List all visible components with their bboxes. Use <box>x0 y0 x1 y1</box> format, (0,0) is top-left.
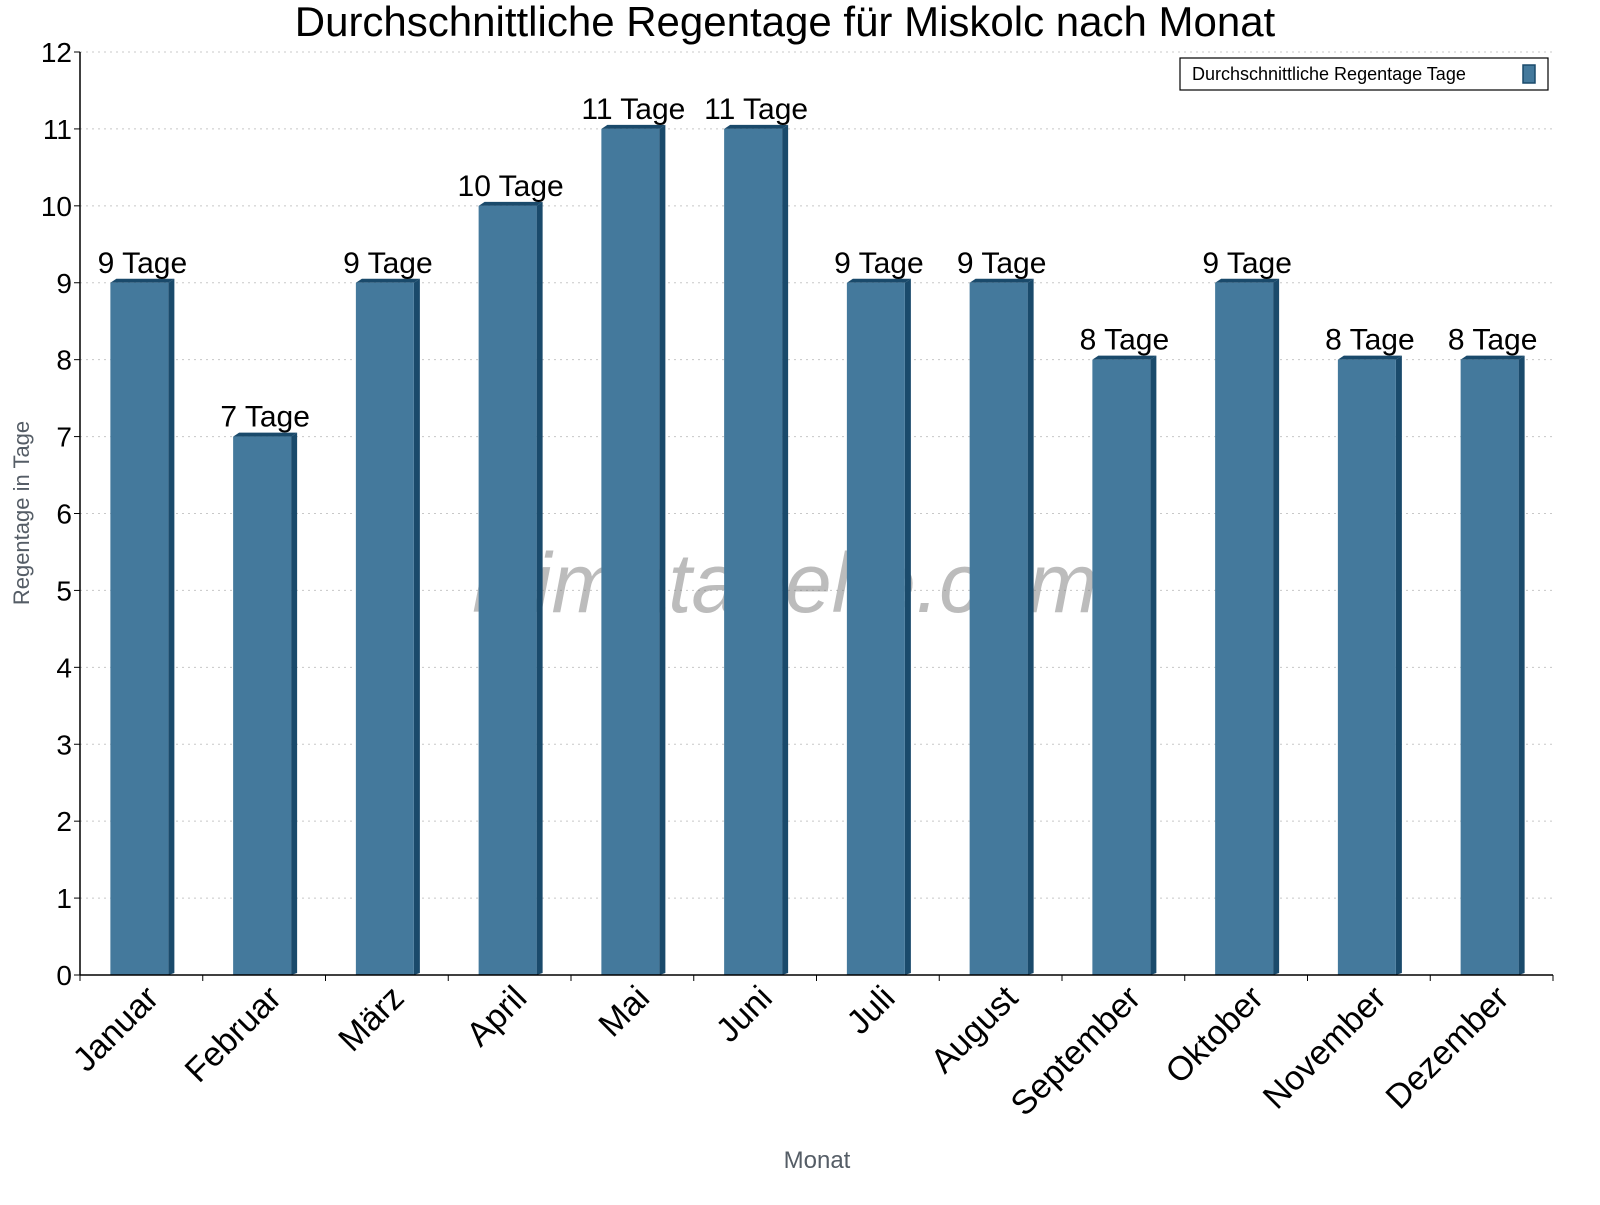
y-tick-label: 4 <box>56 652 72 683</box>
bar-top <box>478 201 543 206</box>
y-axis-label: Regentage in Tage <box>9 421 34 605</box>
bar-side <box>536 201 543 976</box>
data-label: 11 Tage <box>704 93 808 126</box>
bar-top <box>1460 355 1525 360</box>
x-tick-label: Oktober <box>1158 979 1270 1091</box>
bar-side <box>782 124 789 975</box>
bar-side <box>1518 355 1525 976</box>
bar-top <box>1092 355 1157 360</box>
y-tick-label: 12 <box>41 37 72 68</box>
data-label: 9 Tage <box>98 247 188 280</box>
data-label: 11 Tage <box>581 93 685 126</box>
y-tick-label: 6 <box>56 499 72 530</box>
bar <box>1460 359 1519 976</box>
data-label: 10 Tage <box>458 170 564 203</box>
x-tick-label: Februar <box>178 979 289 1090</box>
bar-side <box>413 278 420 975</box>
bar-top <box>1337 355 1402 360</box>
bar-side <box>659 124 666 975</box>
x-tick-label: Mai <box>591 979 657 1045</box>
bar-side <box>291 432 298 975</box>
data-label: 8 Tage <box>1448 324 1538 357</box>
y-tick-label: 11 <box>43 114 72 145</box>
bar <box>724 128 783 975</box>
legend-swatch <box>1522 64 1536 84</box>
data-label: 9 Tage <box>957 247 1047 280</box>
bar <box>1337 359 1396 976</box>
x-tick-label: April <box>459 979 534 1054</box>
bar-top <box>355 278 420 283</box>
bar-top <box>601 124 666 129</box>
bar <box>969 282 1028 975</box>
bar-side <box>904 278 911 975</box>
bar <box>478 205 537 976</box>
y-tick-label: 7 <box>56 422 72 453</box>
y-tick-label: 8 <box>56 345 72 376</box>
bar-side <box>1150 355 1157 976</box>
bar <box>233 436 292 975</box>
bar <box>110 282 169 975</box>
bar-top <box>724 124 789 129</box>
data-label: 8 Tage <box>1325 324 1415 357</box>
x-tick-label: Dezember <box>1379 979 1517 1117</box>
bar-top <box>233 432 298 437</box>
bar-top <box>1215 278 1280 283</box>
x-tick-label: September <box>1004 979 1148 1123</box>
y-tick-label: 2 <box>56 806 72 837</box>
x-axis-label: Monat <box>784 1147 851 1174</box>
bar <box>601 128 660 975</box>
x-tick-label: Juli <box>840 979 903 1042</box>
bar-top <box>110 278 175 283</box>
x-tick-label: Januar <box>66 979 166 1079</box>
y-tick-label: 3 <box>56 729 72 760</box>
y-tick-label: 5 <box>56 575 72 606</box>
x-tick-label: Juni <box>709 979 780 1050</box>
bar-side <box>1273 278 1280 975</box>
bar-side <box>1395 355 1402 976</box>
bar-side <box>1027 278 1034 975</box>
data-label: 7 Tage <box>220 401 310 434</box>
y-tick-label: 0 <box>56 960 72 991</box>
bar-top <box>846 278 911 283</box>
x-tick-label: August <box>924 978 1026 1080</box>
bar <box>355 282 414 975</box>
x-tick-label: März <box>331 979 411 1059</box>
data-label: 9 Tage <box>343 247 433 280</box>
y-tick-label: 1 <box>56 883 72 914</box>
bar-side <box>168 278 175 975</box>
x-tick-label: November <box>1256 979 1394 1117</box>
y-tick-label: 10 <box>41 191 72 222</box>
data-label: 9 Tage <box>1202 247 1292 280</box>
bar <box>846 282 905 975</box>
legend: Durchschnittliche Regentage Tage <box>1179 57 1549 91</box>
legend-label: Durchschnittliche Regentage Tage <box>1192 64 1466 84</box>
data-label: 8 Tage <box>1080 324 1170 357</box>
bar <box>1215 282 1274 975</box>
bar <box>1092 359 1151 976</box>
data-label: 9 Tage <box>834 247 924 280</box>
chart-title: Durchschnittliche Regentage für Miskolc … <box>295 0 1276 45</box>
bar-top <box>969 278 1034 283</box>
y-tick-label: 9 <box>56 268 72 299</box>
